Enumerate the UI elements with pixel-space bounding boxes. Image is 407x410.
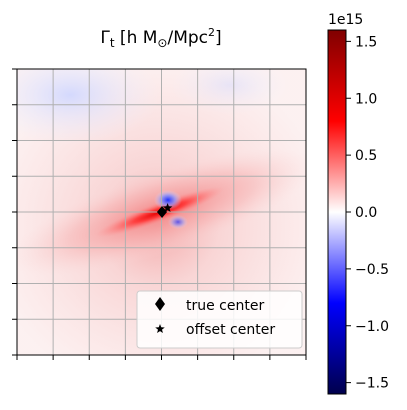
heatmap-negative-top xyxy=(170,69,290,115)
axis-ticks xyxy=(12,68,307,360)
colorbar: 1e15 −1.5 −1.0 −0.5 0.0 0.5 1.0 1.5 xyxy=(327,12,389,395)
marker-true-center xyxy=(157,206,167,218)
colorbar-tick-label: −1.5 xyxy=(355,376,389,392)
legend: true center offset center xyxy=(136,290,303,349)
legend-star-icon xyxy=(155,324,165,334)
colorbar-tick-label: 1.0 xyxy=(355,91,377,107)
colorbar-gradient xyxy=(327,29,347,395)
chart-title: Γt [h M⊙/Mpc2] xyxy=(100,26,221,50)
colorbar-tick-label: 0.5 xyxy=(355,148,377,164)
colorbar-tick-label: −0.5 xyxy=(355,262,389,278)
marker-offset-center xyxy=(162,203,173,213)
legend-diamond-icon xyxy=(155,297,165,311)
legend-label-true-center: true center xyxy=(186,298,264,314)
heatmap-dipole-negative-lower xyxy=(168,215,188,229)
colorbar-tick-label: −1.0 xyxy=(355,319,389,335)
markers xyxy=(157,203,173,218)
legend-box xyxy=(136,290,303,349)
colorbar-ticks: −1.5 −1.0 −0.5 0.0 0.5 1.0 1.5 xyxy=(346,34,389,392)
plot-frame xyxy=(16,68,307,356)
colorbar-tick-label: 0.0 xyxy=(355,205,377,221)
colorbar-offset-text: 1e15 xyxy=(328,12,363,28)
colorbar-tick-label: 1.5 xyxy=(355,34,377,50)
legend-label-offset-center: offset center xyxy=(186,322,275,338)
